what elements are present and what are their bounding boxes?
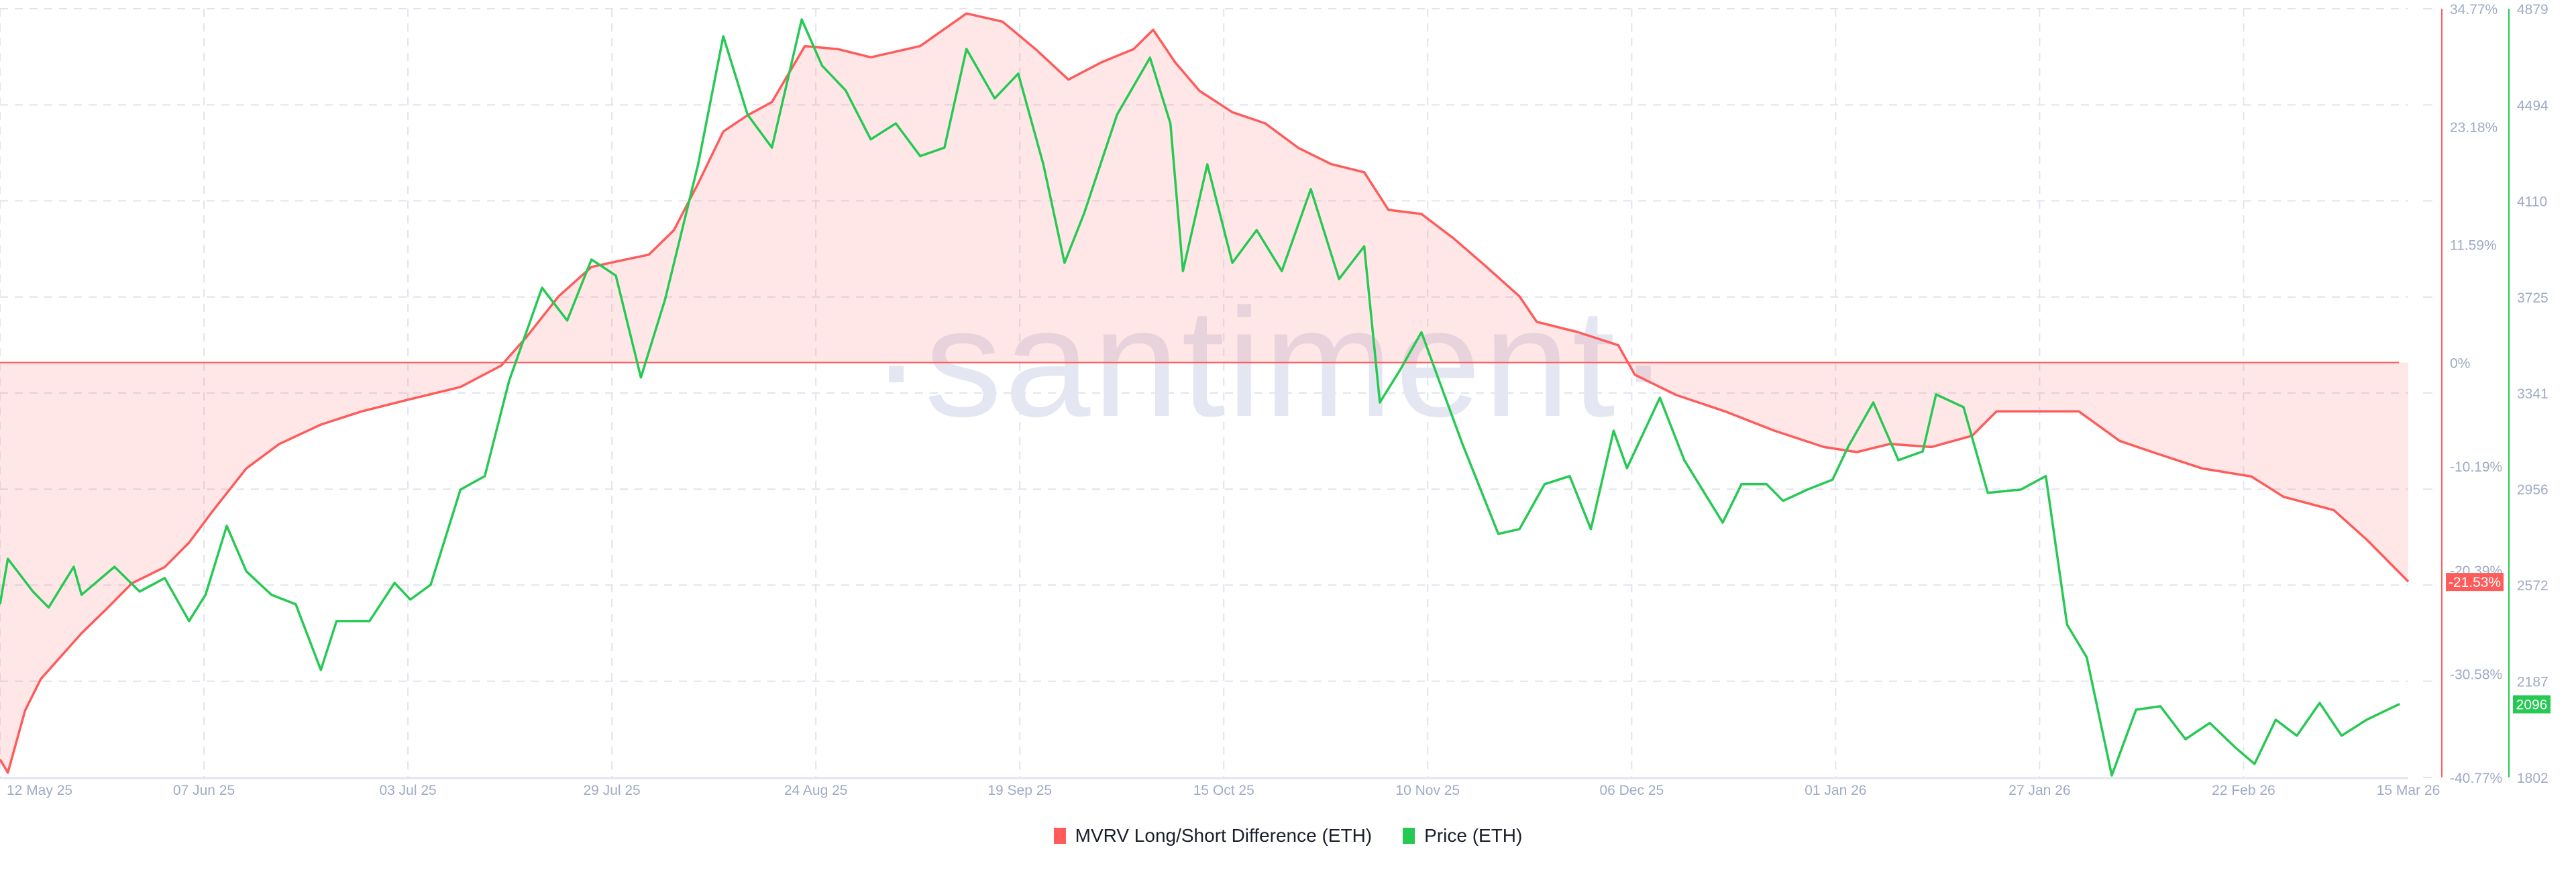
- x-axis-label: 06 Dec 25: [1599, 783, 1664, 798]
- legend-item-mvrv[interactable]: MVRV Long/Short Difference (ETH): [1053, 825, 1373, 847]
- price-line: [0, 18, 2400, 777]
- mvrv-axis-label: -30.58%: [2450, 667, 2502, 682]
- x-axis-label: 01 Jan 26: [1805, 783, 1866, 798]
- price-axis-label: 2187: [2517, 675, 2548, 690]
- x-axis-label: 12 May 25: [7, 783, 72, 798]
- legend: MVRV Long/Short Difference (ETH) Price (…: [0, 825, 2576, 847]
- mvrv-axis-label: -10.19%: [2450, 459, 2502, 475]
- mvrv-axis-label: 11.59%: [2450, 238, 2497, 254]
- x-axis-label: 15 Mar 26: [2377, 783, 2440, 798]
- mvrv-axis-label: -40.77%: [2450, 771, 2502, 786]
- price-axis-label: 3725: [2517, 290, 2548, 306]
- mvrv-swatch-icon: [1053, 828, 1066, 844]
- price-axis-label: 2572: [2517, 578, 2548, 594]
- mvrv-line: [0, 12, 2410, 774]
- price-axis-label: 3341: [2517, 386, 2548, 402]
- price-axis-label: 1802: [2517, 771, 2548, 786]
- x-axis-label: 27 Jan 26: [2008, 783, 2070, 798]
- x-axis-label: 19 Sep 25: [987, 783, 1052, 798]
- price-current-badge: [2513, 695, 2551, 714]
- price-axis-label: 2956: [2517, 482, 2548, 498]
- legend-item-price[interactable]: Price (ETH): [1403, 825, 1522, 847]
- mvrv-current-value: -21.53%: [2449, 575, 2501, 590]
- legend-label-price: Price (ETH): [1424, 825, 1523, 846]
- price-swatch-icon: [1403, 828, 1415, 844]
- x-axis-label: 15 Oct 25: [1193, 783, 1254, 798]
- x-axis-label: 24 Aug 25: [784, 783, 848, 798]
- series-layer: [0, 12, 2410, 777]
- x-axis-label: 22 Feb 26: [2212, 783, 2275, 798]
- x-axis-label: 10 Nov 25: [1395, 783, 1460, 798]
- mvrv-current-badge: [2446, 573, 2504, 592]
- price-axis-label: 4110: [2517, 194, 2547, 209]
- x-axis-label: 03 Jul 25: [379, 783, 436, 798]
- price-axis-label: 4879: [2517, 2, 2548, 17]
- mvrv-area-fill: [0, 13, 2408, 773]
- x-axis-label: 29 Jul 25: [584, 783, 641, 798]
- axes: 34.77%23.18%11.59%0%-10.19%-20.39%-30.58…: [0, 2, 2551, 798]
- price-current-value: 2096: [2516, 698, 2548, 713]
- price-axis-label: 4494: [2517, 98, 2548, 113]
- legend-label-mvrv: MVRV Long/Short Difference (ETH): [1075, 825, 1373, 846]
- mvrv-axis-label: 34.77%: [2450, 2, 2498, 17]
- x-axis-label: 07 Jun 25: [173, 783, 235, 798]
- mvrv-axis-label: 23.18%: [2450, 120, 2498, 135]
- grid-lines: [0, 8, 2408, 777]
- mvrv-axis-label: 0%: [2450, 356, 2470, 371]
